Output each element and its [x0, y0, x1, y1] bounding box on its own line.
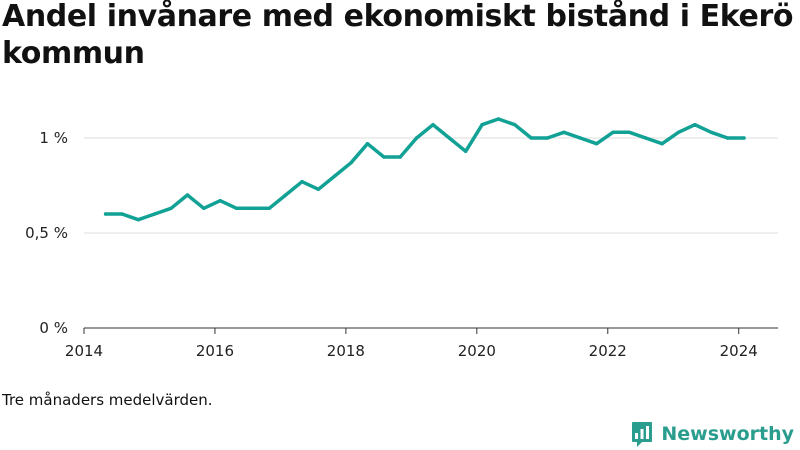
data-point [611, 130, 615, 134]
newsworthy-icon [632, 422, 653, 447]
grid-lines [84, 137, 778, 234]
data-point [202, 206, 206, 210]
data-point [349, 161, 353, 165]
data-point [431, 123, 435, 127]
data-point [153, 212, 157, 216]
data-point [676, 130, 681, 134]
data-point [627, 130, 632, 134]
chart-note: Tre månaders medelvärden. [2, 391, 213, 409]
data-point [218, 199, 222, 203]
y-tick-label: 0 % [39, 319, 68, 337]
data-point [251, 206, 255, 210]
data-point [660, 142, 664, 146]
data-point [594, 142, 599, 146]
data-point [562, 130, 566, 134]
brand-name: Newsworthy [661, 423, 794, 445]
data-point [136, 218, 141, 222]
data-point [464, 149, 468, 153]
data-point [529, 136, 533, 140]
data-point [365, 142, 370, 146]
data-point [120, 212, 124, 216]
series-line [103, 117, 746, 222]
data-point [693, 123, 697, 127]
data-point [398, 155, 402, 159]
data-point [545, 136, 550, 140]
data-point [103, 212, 108, 216]
data-point [496, 117, 501, 121]
plot-area [103, 117, 746, 222]
data-point [578, 136, 582, 140]
data-point [414, 136, 419, 140]
x-tick-label: 2014 [65, 342, 103, 360]
y-axis: 0 % 0,5 % 1 % [25, 129, 68, 337]
y-tick-label: 1 % [39, 129, 68, 147]
chart-title: Andel invånare med ekonomiskt bistånd i … [2, 0, 794, 71]
x-tick-label: 2024 [720, 342, 758, 360]
data-point [447, 136, 452, 140]
data-point [709, 130, 713, 134]
data-point [513, 123, 517, 127]
data-point [300, 180, 304, 184]
x-tick-label: 2020 [458, 342, 496, 360]
data-point [480, 123, 484, 127]
x-axis: 2014 2016 2018 2020 2022 2024 [65, 327, 778, 360]
y-tick-label: 0,5 % [25, 224, 68, 242]
data-point [644, 136, 648, 140]
data-point [234, 206, 239, 210]
newsworthy-logo[interactable]: Newsworthy [631, 420, 794, 448]
x-tick-label: 2018 [327, 342, 365, 360]
data-point [382, 155, 386, 159]
x-tick-label: 2016 [196, 342, 234, 360]
data-point [742, 136, 746, 140]
data-point [283, 193, 288, 197]
data-point [185, 193, 190, 197]
data-point [169, 206, 173, 210]
data-point [333, 174, 337, 178]
data-point [316, 187, 321, 191]
data-point [267, 206, 271, 210]
data-point [725, 136, 730, 140]
x-tick-label: 2022 [589, 342, 627, 360]
